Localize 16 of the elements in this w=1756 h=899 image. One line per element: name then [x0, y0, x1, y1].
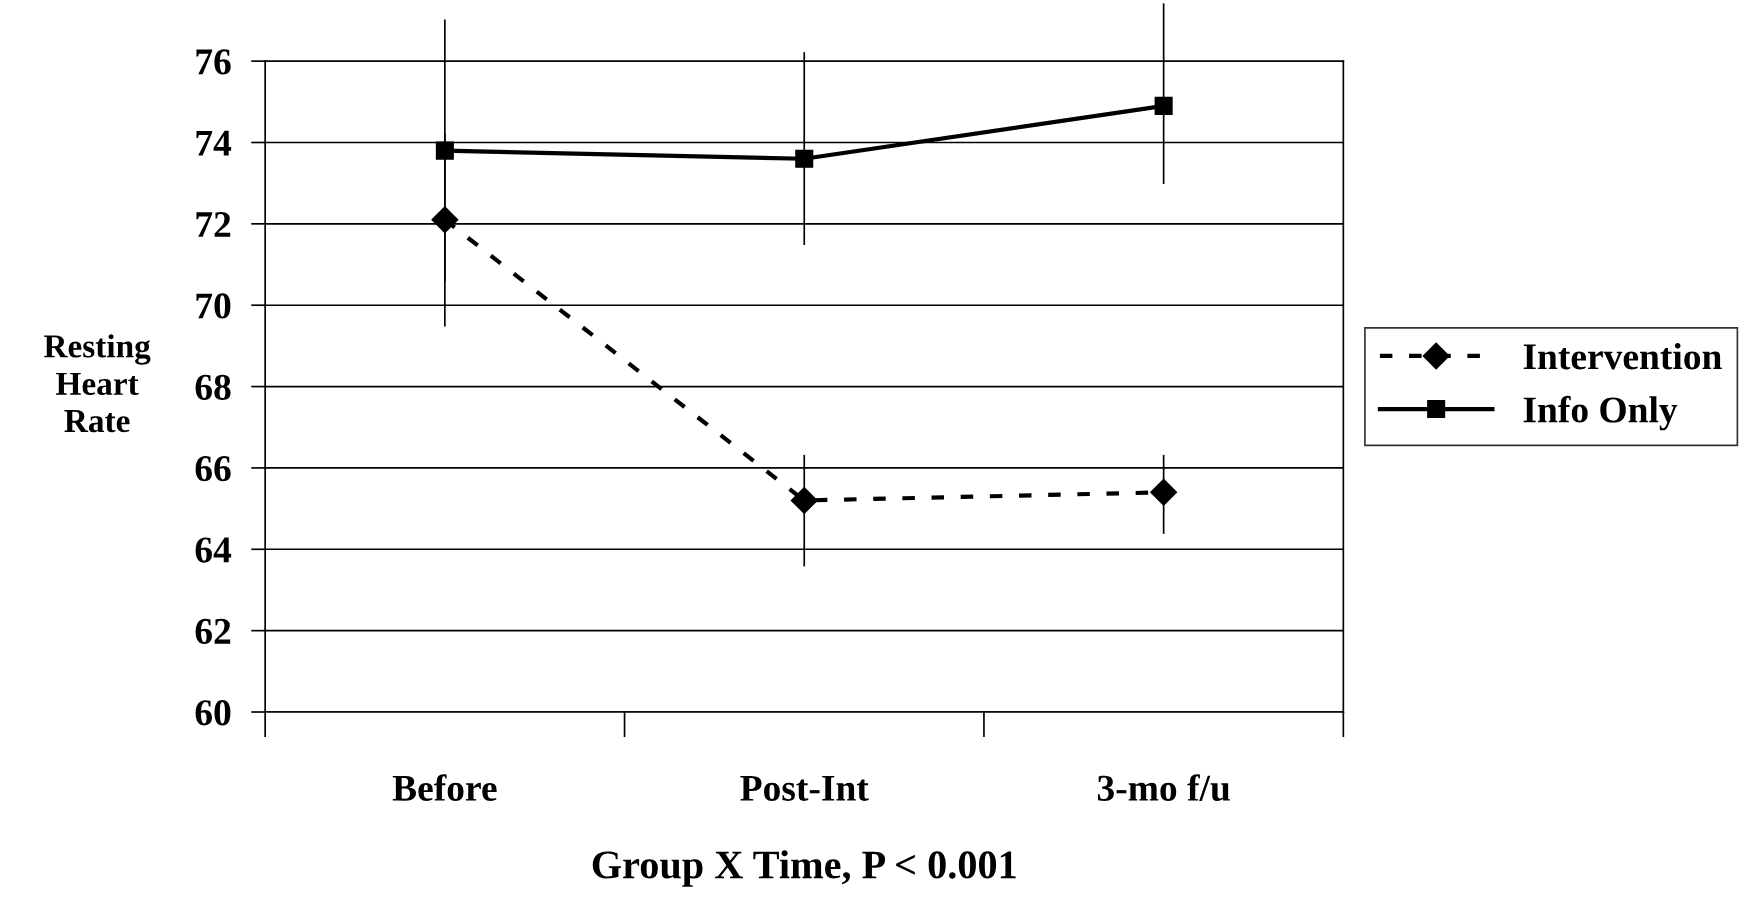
y-tick-label: 66: [195, 456, 231, 482]
y-tick-label: 60: [195, 700, 231, 726]
y-tick-label: 70: [196, 293, 231, 319]
y-tick-label: 62: [195, 618, 231, 645]
y-tick-label: 64: [195, 537, 232, 563]
y-tick-label: 68: [195, 374, 231, 400]
x-tick-label: Post-Int: [740, 775, 869, 801]
y-axis-title: Resting Heart Rate: [43, 334, 151, 433]
y-tick-label: 74: [196, 130, 232, 156]
y-tick-label: 76: [196, 49, 231, 75]
x-tick-label: 3-mo f/u: [1097, 774, 1230, 801]
y-tick-label: 72: [196, 212, 231, 237]
legend-label: Info Only: [1523, 395, 1678, 431]
x-tick-label: Before: [392, 774, 497, 801]
x-axis-title: Group X Time, P < 0.001: [592, 850, 1016, 887]
legend-label: Intervention: [1523, 343, 1722, 370]
